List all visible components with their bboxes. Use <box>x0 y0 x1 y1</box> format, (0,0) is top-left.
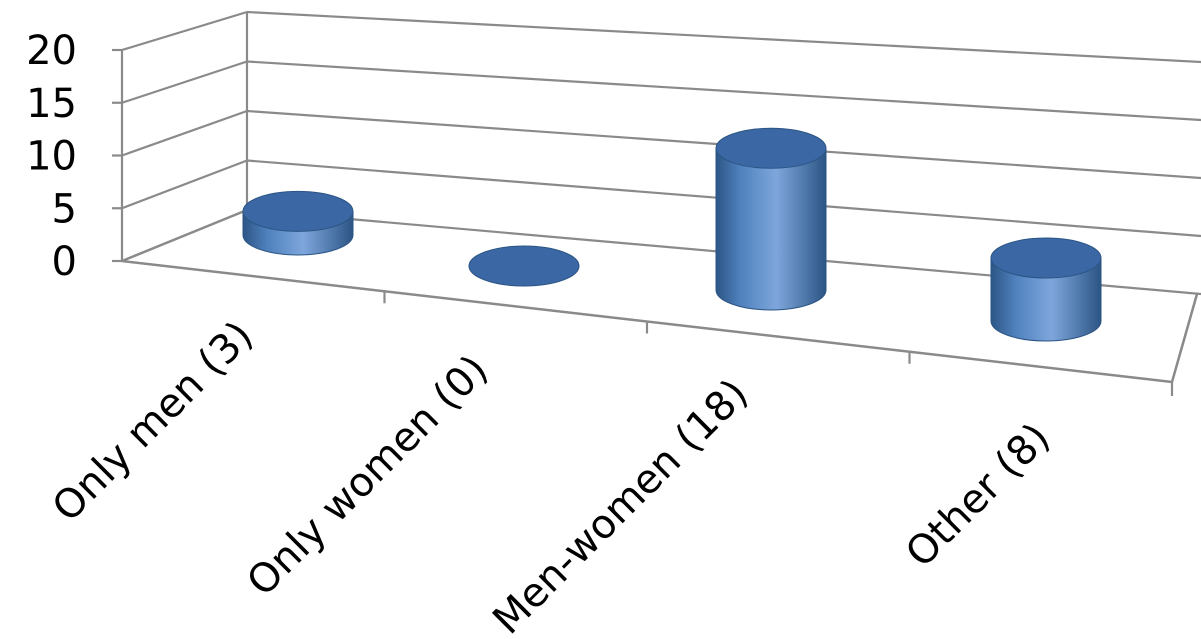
floor-left-edge <box>121 208 248 263</box>
cylinder-bar <box>468 245 580 287</box>
cylinder-body <box>990 257 1102 342</box>
label-layer: 0 5 10 15 20 Only men (3)Only women (0)Men-wo… <box>26 28 1059 639</box>
x-category-label: Men-women (18) <box>484 371 757 639</box>
y-tick-label: 0 <box>52 239 77 285</box>
x-category-label: Other (8) <box>897 415 1059 577</box>
cylinder-top <box>468 245 580 287</box>
bar-layer <box>242 127 1102 342</box>
cylinder-bar <box>990 237 1102 342</box>
side-gridline <box>121 60 248 104</box>
cylinder-top <box>242 190 354 232</box>
y-tick-label: 5 <box>52 186 77 232</box>
x-category-label: Only women (0) <box>238 347 497 606</box>
y-tick-label: 15 <box>26 81 77 127</box>
side-gridline <box>121 159 248 210</box>
back-gridline <box>246 10 1201 64</box>
back-gridline <box>246 60 1201 122</box>
cylinder-top <box>715 127 827 169</box>
cylinder-top <box>990 237 1102 279</box>
y-tick-label: 20 <box>26 28 77 74</box>
side-gridline <box>121 10 248 52</box>
cylinder-bar <box>242 190 354 256</box>
cylinder-body <box>715 147 827 311</box>
y-tick-label: 10 <box>26 134 77 180</box>
x-category-label: Only men (3) <box>44 313 262 531</box>
side-gridline <box>121 109 248 157</box>
cylinder-bar <box>715 127 827 311</box>
